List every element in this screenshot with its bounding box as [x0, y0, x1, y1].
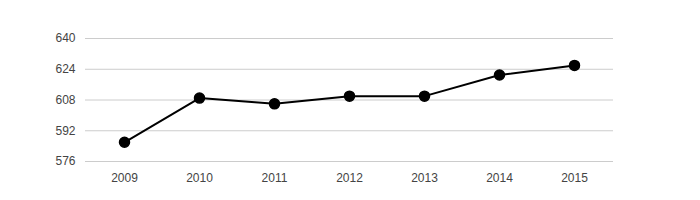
svg-text:592: 592 [55, 124, 75, 138]
svg-text:2015: 2015 [561, 171, 588, 185]
svg-text:2012: 2012 [336, 171, 363, 185]
svg-text:2009: 2009 [111, 171, 138, 185]
svg-text:608: 608 [55, 93, 75, 107]
svg-text:2011: 2011 [262, 171, 288, 185]
svg-text:576: 576 [55, 154, 75, 168]
svg-text:2013: 2013 [411, 171, 438, 185]
svg-text:640: 640 [55, 31, 75, 45]
svg-text:2014: 2014 [486, 171, 513, 185]
svg-text:2010: 2010 [186, 171, 213, 185]
svg-text:624: 624 [55, 62, 75, 76]
